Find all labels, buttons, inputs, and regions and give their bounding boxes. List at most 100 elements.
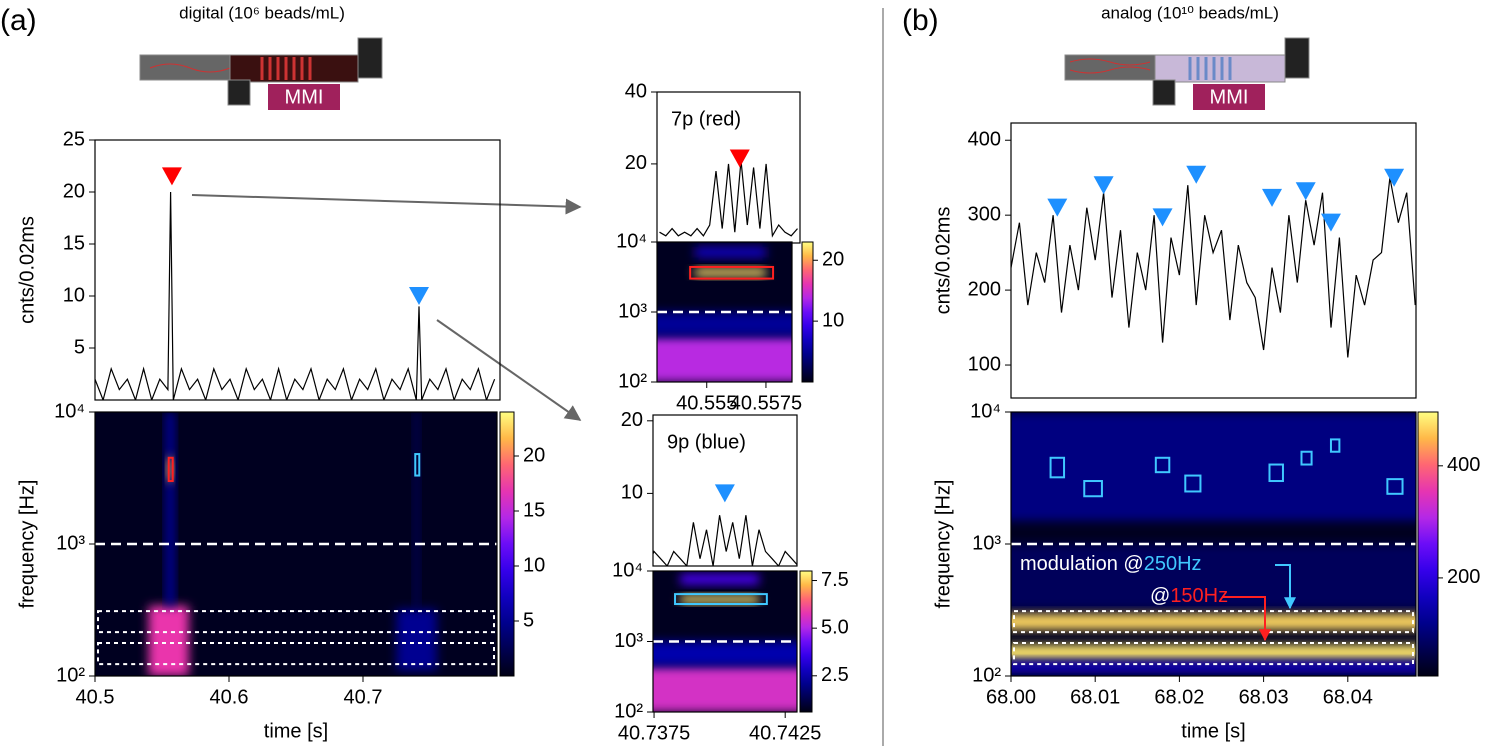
spectral-intensity: [413, 412, 420, 610]
fringes: [1188, 57, 1232, 80]
x-tick-label: 40.6: [210, 686, 249, 708]
spectral-intensity: [653, 641, 797, 666]
peak-marker: [1320, 213, 1341, 232]
y-tick-label: 100: [968, 353, 1001, 375]
colorbar-tick-label: 7.5: [821, 569, 849, 591]
y-tick-label: 10: [63, 284, 85, 306]
y-axis-label: cnts/0.02ms: [16, 216, 38, 324]
y-tick-label: 10²: [972, 664, 1001, 686]
mmi-region: [1154, 54, 1286, 83]
spectral-intensity: [1011, 644, 1416, 661]
y-tick-label: 10²: [56, 664, 85, 686]
y-tick-label: 25: [63, 128, 85, 150]
x-tick-label: 40.5575: [730, 392, 802, 414]
region-box: [1184, 474, 1202, 493]
y-tick-label: 20: [63, 180, 85, 202]
y-tick-label: 15: [63, 232, 85, 254]
y-tick-label: 10⁴: [612, 559, 643, 581]
region-box: [1386, 478, 1404, 495]
annotation-part: 150Hz: [1170, 585, 1228, 607]
detector: [1152, 79, 1176, 106]
y-tick-label: 10³: [618, 300, 647, 322]
y-tick-label: 300: [968, 203, 1001, 225]
device-label: analog (10¹⁰ beads/mL): [1101, 3, 1279, 22]
spectral-intensity: [1011, 412, 1416, 521]
peak-marker: [161, 167, 182, 186]
spectral-intensity: [694, 268, 766, 277]
annotation: @150Hz: [1150, 585, 1228, 607]
y-tick-label: 200: [968, 278, 1001, 300]
y-tick-label: 10³: [614, 630, 643, 652]
spectral-intensity: [396, 609, 437, 671]
colorbar-tick-label: 400: [1447, 454, 1480, 476]
colorbar-tick-label: 20: [523, 444, 545, 466]
colorbar-tick-label: 5: [523, 609, 534, 631]
channel: [139, 54, 233, 81]
colorbar-tick-label: 2.5: [821, 664, 849, 686]
trace: [1011, 177, 1416, 358]
y-tick-label: 40: [625, 80, 647, 102]
peak-marker: [1047, 198, 1068, 217]
y-tick-label: 10⁴: [616, 230, 647, 252]
x-tick-label: 40.7425: [749, 722, 821, 744]
channel: [1064, 54, 1158, 81]
panel-title: 7p (red): [671, 108, 741, 130]
x-tick-label: 68.01: [1070, 686, 1120, 708]
colorbar-tick-label: 10: [822, 309, 844, 331]
peak-marker: [714, 484, 735, 503]
annotation-part: @: [1150, 585, 1170, 607]
panel-label: (a): [0, 4, 37, 37]
x-tick-label: 40.7: [344, 686, 383, 708]
spectral-intensity: [680, 574, 759, 585]
peak-marker: [1295, 182, 1316, 201]
modulation-arrow: [1222, 596, 1271, 642]
chip-label: MMI: [1210, 86, 1249, 108]
plot-area: [95, 191, 496, 400]
peak-marker: [1152, 208, 1173, 227]
peak-marker: [1384, 168, 1405, 187]
peak-marker: [729, 149, 750, 168]
colorbar-tick-label: 15: [523, 499, 545, 521]
spectral-intensity: [694, 246, 766, 258]
spectral-intensity: [167, 457, 173, 482]
region-box: [1300, 450, 1313, 466]
y-tick-label: 5: [74, 336, 85, 358]
colorbar: [799, 570, 813, 713]
chip-label: MMI: [285, 86, 324, 108]
trace: [95, 191, 496, 400]
fringes: [260, 57, 312, 80]
colorbar: [499, 411, 515, 677]
plot-area: [1011, 177, 1416, 358]
y-tick-label: 10⁴: [54, 400, 85, 422]
trace: [659, 160, 798, 238]
region-box: [1268, 463, 1284, 483]
peak-marker: [1262, 188, 1283, 207]
region-box: [674, 593, 768, 606]
y-tick-label: 10: [621, 482, 643, 504]
spectral-intensity: [148, 605, 189, 676]
y-tick-label: 20: [621, 409, 643, 431]
peak-marker: [1093, 176, 1114, 195]
device-label: digital (10⁶ beads/mL): [179, 3, 345, 22]
y-axis-label: frequency [Hz]: [932, 480, 954, 609]
peak-marker: [1186, 165, 1207, 184]
stream: [1069, 58, 1151, 74]
spectral-intensity: [680, 595, 759, 604]
plot-area: [659, 160, 798, 238]
y-tick-label: 400: [968, 129, 1001, 151]
panel-label: (b): [902, 4, 939, 37]
region-box: [689, 265, 775, 280]
annotation-part: modulation @: [1020, 553, 1144, 575]
chip-box: [1193, 84, 1265, 110]
region-box: [1083, 480, 1103, 498]
y-axis-label: frequency [Hz]: [16, 480, 38, 609]
stream: [149, 63, 231, 73]
spectral-intensity: [1011, 544, 1416, 610]
plot-area: [653, 571, 797, 712]
spectral-intensity: [657, 336, 792, 382]
region-box: [1154, 456, 1171, 474]
colorbar-tick-label: 20: [822, 249, 844, 271]
plot-area: [95, 412, 497, 676]
region-box: [1049, 456, 1066, 479]
y-tick-label: 10²: [614, 700, 643, 722]
